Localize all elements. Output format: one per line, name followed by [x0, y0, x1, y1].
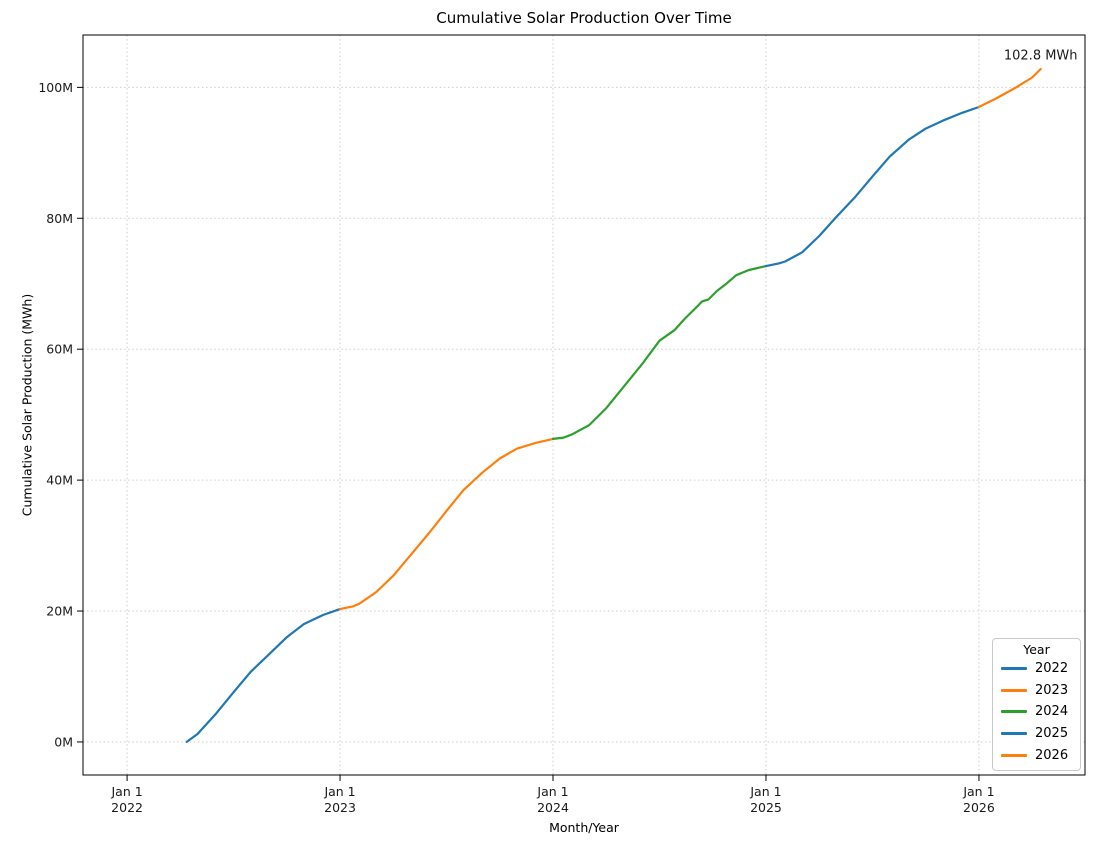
series-lines — [185, 67, 1042, 744]
legend-title: Year — [1023, 642, 1050, 657]
svg-text:Jan 1: Jan 1 — [536, 784, 568, 799]
legend-entry-2022: 2022 — [1001, 658, 1072, 680]
legend-line-sample-2023 — [1001, 688, 1027, 692]
svg-text:20M: 20M — [46, 604, 73, 619]
svg-text:2022: 2022 — [111, 800, 143, 815]
axes-frame — [82, 34, 1086, 776]
svg-text:Jan 1: Jan 1 — [962, 784, 994, 799]
legend-entry-label: 2023 — [1035, 682, 1069, 698]
svg-text:2025: 2025 — [750, 800, 782, 815]
svg-text:Jan 1: Jan 1 — [323, 784, 355, 799]
legend-entry-2024: 2024 — [1001, 701, 1072, 723]
svg-text:40M: 40M — [46, 473, 73, 488]
legend-line-sample-2022 — [1001, 667, 1027, 671]
legend-entry-2023: 2023 — [1001, 680, 1072, 702]
svg-text:2023: 2023 — [324, 800, 356, 815]
legend-entry-label: 2025 — [1035, 726, 1069, 742]
svg-text:0M: 0M — [54, 734, 73, 749]
legend-line-sample-2025 — [1001, 732, 1027, 736]
svg-text:Jan 1: Jan 1 — [110, 784, 142, 799]
svg-text:2026: 2026 — [963, 800, 995, 815]
legend-entry-2026: 2026 — [1001, 744, 1072, 766]
final-value-annotation: 102.8 MWh — [1003, 48, 1078, 64]
legend-entry-label: 2026 — [1035, 747, 1069, 763]
legend-line-sample-2024 — [1001, 710, 1027, 714]
legend-entry-label: 2024 — [1035, 704, 1069, 720]
y-axis-label: Cumulative Solar Production (MWh) — [19, 293, 35, 517]
legend-line-sample-2026 — [1001, 753, 1027, 757]
chart-title: Cumulative Solar Production Over Time — [436, 9, 732, 27]
svg-text:Jan 1: Jan 1 — [749, 784, 781, 799]
gridlines — [83, 35, 1085, 775]
legend: Year 2022 2023 2024 2025 2026 — [992, 638, 1081, 771]
legend-entry-2025: 2025 — [1001, 723, 1072, 745]
legend-entry-label: 2022 — [1035, 661, 1069, 677]
axis-ticks — [77, 86, 980, 781]
x-axis-label: Month/Year — [549, 820, 619, 835]
svg-text:100M: 100M — [38, 80, 73, 95]
svg-text:60M: 60M — [46, 342, 73, 357]
svg-text:2024: 2024 — [537, 800, 569, 815]
svg-text:80M: 80M — [46, 211, 73, 226]
